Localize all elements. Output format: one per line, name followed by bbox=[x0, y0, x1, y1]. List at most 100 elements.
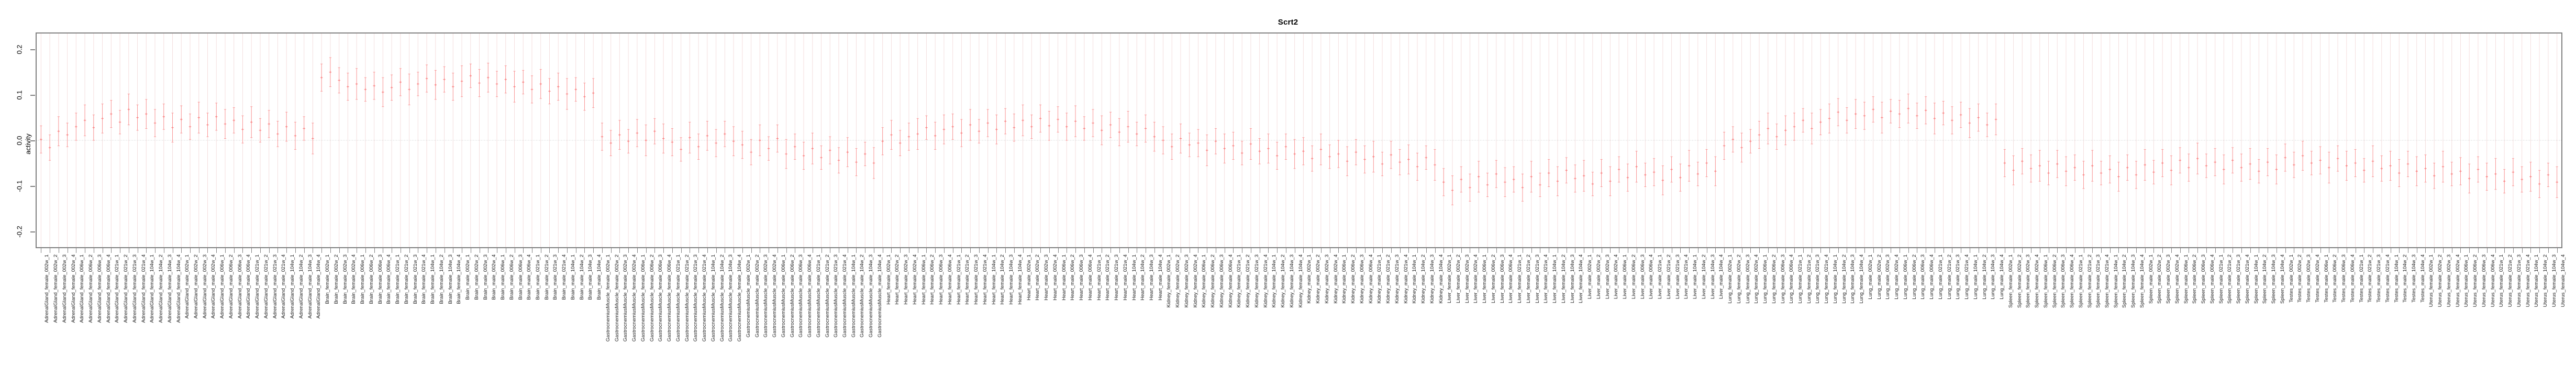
x-tick-label-text: Lung_male_002w_4 bbox=[1894, 254, 1900, 300]
x-tick-mark bbox=[111, 248, 112, 253]
x-tick-mark bbox=[1303, 248, 1304, 253]
x-tick-label: Lung_female_104w_3 bbox=[1849, 254, 1856, 304]
x-tick-label: Heart_male_021w_2 bbox=[1104, 254, 1111, 301]
x-tick-label-text: Uterus_female_006w_2 bbox=[2472, 254, 2479, 307]
x-tick-label-text: Spleen_male_021w_1 bbox=[2218, 254, 2224, 304]
x-tick-label-text: Brain_female_006w_1 bbox=[360, 254, 366, 304]
x-tick-label-text: Lung_female_002w_3 bbox=[1745, 254, 1751, 304]
x-tick-label: Spleen_male_104w_1 bbox=[2252, 254, 2259, 304]
x-tick-label: Brain_male_021w_4 bbox=[560, 254, 567, 300]
x-tick-label-text: Brain_female_002w_4 bbox=[351, 254, 357, 304]
x-tick-mark bbox=[1496, 248, 1497, 253]
x-tick-label: AdrenalGland_male_021w_2 bbox=[262, 254, 269, 319]
x-tick-label: GastrocnemiusMuscle_male_002w_4 bbox=[771, 254, 778, 337]
x-tick-label-text: Testes_male_006w_2 bbox=[2332, 254, 2338, 303]
x-tick-label-text: Lung_female_006w_1 bbox=[1762, 254, 1768, 304]
x-tick-label-text: GastrocnemiusMuscle_female_021w_4 bbox=[702, 254, 708, 342]
x-tick-mark bbox=[1268, 248, 1269, 253]
x-tick-mark bbox=[593, 248, 594, 253]
x-tick-label-text: AdrenalGland_female_002w_3 bbox=[61, 254, 68, 323]
x-tick-label-text: Liver_female_006w_1 bbox=[1482, 254, 1488, 303]
x-tick-label-text: Lung_female_006w_4 bbox=[1789, 254, 1795, 304]
x-tick-label-text: Brain_male_006w_4 bbox=[526, 254, 532, 300]
x-tick-label-text: Spleen_female_006w_1 bbox=[2042, 254, 2049, 308]
x-tick-label: Uterus_female_002w_3 bbox=[2445, 254, 2452, 307]
x-tick-label: Lung_male_006w_1 bbox=[1902, 254, 1908, 300]
x-tick-label-text: Spleen_male_002w_2 bbox=[2157, 254, 2163, 304]
x-tick-label: Heart_female_021w_1 bbox=[955, 254, 962, 305]
x-axis-tick-labels: AdrenalGland_female_002w_1 AdrenalGland_f… bbox=[36, 254, 2566, 377]
x-tick-label-text: Lung_male_021w_3 bbox=[1955, 254, 1961, 300]
x-tick-label: GastrocnemiusMuscle_female_006w_4 bbox=[665, 254, 672, 341]
x-tick-label: Kidney_male_021w_4 bbox=[1402, 254, 1409, 303]
x-tick-label-text: Heart_female_104w_4 bbox=[1017, 254, 1023, 305]
x-tick-label-text: Uterus_female_006w_1 bbox=[2463, 254, 2470, 307]
x-tick-label: AdrenalGland_male_002w_4 bbox=[209, 254, 216, 319]
x-tick-label: Lung_male_002w_2 bbox=[1875, 254, 1882, 300]
x-tick-mark bbox=[1391, 248, 1392, 253]
x-tick-mark bbox=[1040, 248, 1041, 253]
x-tick-label: Kidney_male_002w_2 bbox=[1314, 254, 1321, 303]
x-tick-mark bbox=[339, 248, 340, 253]
x-tick-label-text: Brain_female_002w_1 bbox=[325, 254, 331, 304]
x-tick-mark bbox=[996, 248, 997, 253]
x-tick-mark bbox=[987, 248, 989, 253]
x-tick-mark bbox=[2513, 248, 2514, 253]
x-tick-label: Liver_female_006w_3 bbox=[1498, 254, 1505, 303]
x-tick-label-text: Testes_male_006w_3 bbox=[2341, 254, 2347, 303]
x-tick-label-text: GastrocnemiusMuscle_male_104w_1 bbox=[850, 254, 857, 338]
x-tick-label: Spleen_female_104w_4 bbox=[2138, 254, 2145, 308]
x-tick-label-text: Liver_female_002w_4 bbox=[1473, 254, 1479, 303]
x-tick-label-text: Brain_male_002w_1 bbox=[465, 254, 471, 300]
x-tick-label: AdrenalGland_female_021w_4 bbox=[140, 254, 147, 323]
x-tick-label: Liver_male_006w_3 bbox=[1639, 254, 1646, 299]
x-tick-label-text: GastrocnemiusMuscle_female_002w_3 bbox=[623, 254, 629, 342]
x-tick-label: Spleen_female_002w_2 bbox=[2016, 254, 2023, 308]
x-tick-mark bbox=[1759, 248, 1760, 253]
x-tick-mark bbox=[549, 248, 550, 253]
x-tick-label-text: Liver_female_006w_2 bbox=[1490, 254, 1496, 303]
x-tick-label-text: Liver_female_002w_1 bbox=[1447, 254, 1453, 303]
data-points-layer bbox=[37, 34, 2561, 247]
x-tick-label: Brain_female_002w_2 bbox=[332, 254, 339, 304]
x-tick-label-text: Heart_male_006w_1 bbox=[1061, 254, 1067, 301]
y-tick-label: -0.2 bbox=[9, 226, 29, 237]
x-tick-label: AdrenalGland_female_002w_4 bbox=[70, 254, 76, 323]
x-tick-label: Heart_female_002w_4 bbox=[911, 254, 918, 305]
plot-area bbox=[36, 32, 2562, 248]
x-tick-label: Brain_male_002w_2 bbox=[473, 254, 480, 300]
x-tick-mark bbox=[1417, 248, 1418, 253]
x-tick-label: Lung_female_002w_3 bbox=[1744, 254, 1751, 304]
x-tick-label: Testes_male_021w_4 bbox=[2384, 254, 2391, 303]
x-tick-label: Lung_female_006w_3 bbox=[1779, 254, 1786, 304]
x-tick-label-text: Kidney_female_002w_2 bbox=[1175, 254, 1181, 308]
x-tick-mark bbox=[1005, 248, 1006, 253]
x-tick-label-text: Kidney_male_104w_3 bbox=[1429, 254, 1435, 304]
x-tick-label-text: AdrenalGland_female_006w_3 bbox=[96, 254, 103, 323]
x-tick-mark bbox=[1312, 248, 1313, 253]
x-tick-mark bbox=[225, 248, 226, 253]
x-tick-label-text: Uterus_female_002w_3 bbox=[2446, 254, 2452, 307]
x-tick-label-text: Testes_male_104w_1 bbox=[2393, 254, 2400, 303]
x-tick-label-text: Spleen_female_021w_4 bbox=[2104, 254, 2110, 308]
x-tick-label-text: Brain_male_104w_3 bbox=[587, 254, 594, 300]
x-tick-label-text: AdrenalGland_male_104w_4 bbox=[316, 254, 322, 319]
x-tick-label-text: Liver_male_006w_1 bbox=[1622, 254, 1628, 300]
y-tick-label: 0.2 bbox=[9, 45, 29, 54]
x-tick-label-text: Heart_female_104w_2 bbox=[1000, 254, 1006, 305]
x-tick-label: GastrocnemiusMuscle_male_006w_2 bbox=[789, 254, 795, 337]
x-tick-label-text: GastrocnemiusMuscle_female_104w_1 bbox=[710, 254, 716, 342]
x-tick-label: Kidney_female_002w_4 bbox=[1192, 254, 1198, 307]
x-tick-label: Brain_female_002w_3 bbox=[341, 254, 348, 304]
x-tick-label: AdrenalGland_female_002w_2 bbox=[52, 254, 59, 323]
x-tick-label: Uterus_female_021w_2 bbox=[2506, 254, 2513, 307]
x-tick-label: Brain_female_002w_1 bbox=[324, 254, 331, 304]
x-tick-label: AdrenalGland_male_021w_1 bbox=[253, 254, 260, 319]
x-tick-label: AdrenalGland_male_021w_3 bbox=[271, 254, 278, 319]
x-tick-label: Liver_female_002w_1 bbox=[1446, 254, 1453, 303]
x-tick-label: Lung_female_002w_1 bbox=[1726, 254, 1733, 304]
x-tick-label: Kidney_female_002w_3 bbox=[1183, 254, 1190, 307]
x-tick-label-text: Brain_female_104w_2 bbox=[438, 254, 445, 304]
y-tick-label-text: 0.0 bbox=[15, 136, 24, 146]
x-tick-label: Heart_female_104w_2 bbox=[998, 254, 1006, 305]
